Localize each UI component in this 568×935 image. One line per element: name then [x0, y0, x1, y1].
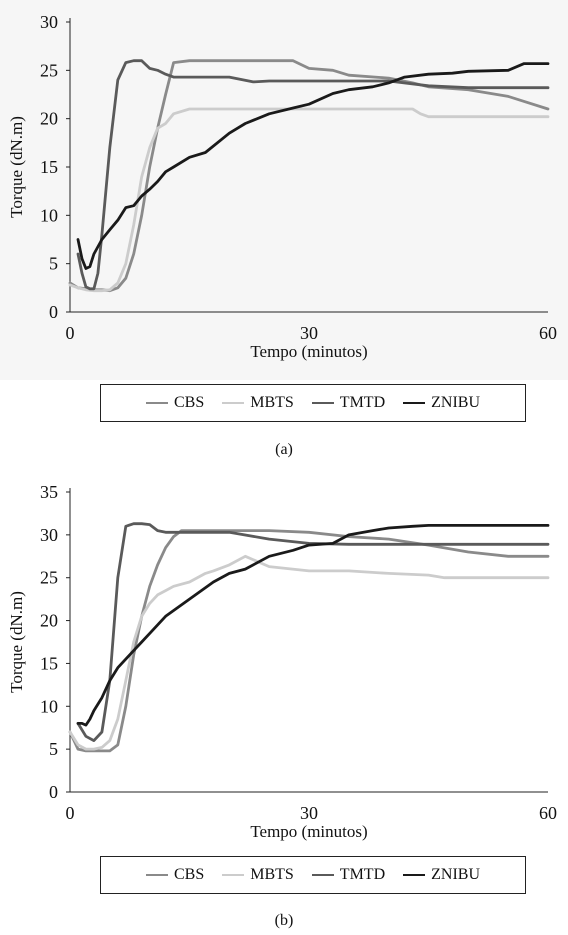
y-tick-label: 35	[40, 482, 58, 502]
legend-item-znibu: ZNIBU	[403, 394, 480, 412]
y-tick-label: 15	[40, 157, 58, 177]
x-tick-label: 60	[539, 803, 557, 823]
caption-b: (b)	[274, 912, 294, 929]
legend-a: CBS MBTS TMTD ZNIBU	[100, 384, 526, 422]
series-line-tmtd	[76, 59, 550, 291]
y-axis-label: Torque (dN.m)	[7, 116, 26, 218]
y-tick-label: 25	[40, 568, 58, 588]
legend-swatch-znibu	[403, 402, 426, 404]
legend-swatch-tmtd	[311, 874, 334, 876]
legend-label: ZNIBU	[431, 394, 481, 411]
y-tick-label: 5	[49, 254, 58, 274]
legend-swatch-tmtd	[311, 402, 334, 404]
legend-swatch-cbs	[145, 874, 168, 876]
chart-a: 0 5 10 15 20 25 30 0 30 60 Tempo (minutos) Torque (…	[7, 12, 557, 361]
legend-item-znibu: ZNIBU	[403, 866, 480, 884]
x-tick-label: 30	[300, 803, 318, 823]
legend-swatch-mbts	[222, 402, 245, 404]
legend-item-cbs: CBS	[145, 394, 205, 412]
x-tick-label: 60	[539, 323, 557, 343]
x-axis-label: Tempo (minutos)	[250, 342, 367, 361]
chart-a-background	[0, 0, 568, 380]
legend-label: TMTD	[339, 866, 386, 883]
y-axis-label: Torque (dN.m)	[7, 591, 26, 693]
y-tick-label: 5	[49, 739, 58, 759]
legend-item-mbts: MBTS	[222, 866, 294, 884]
y-tick-label: 10	[40, 696, 58, 716]
series-line-znibu	[76, 524, 550, 727]
legend-label: CBS	[173, 394, 205, 411]
legend-b: CBS MBTS TMTD ZNIBU	[100, 856, 526, 894]
y-tick-label: 0	[49, 302, 58, 322]
legend-label: TMTD	[339, 394, 386, 411]
y-tick-label: 15	[40, 653, 58, 673]
y-tick-label: 20	[40, 611, 58, 631]
legend-label: MBTS	[250, 866, 294, 883]
legend-item-tmtd: TMTD	[311, 866, 386, 884]
x-axis-label: Tempo (minutos)	[250, 822, 367, 841]
y-tick-label: 20	[40, 109, 58, 129]
legend-swatch-mbts	[222, 874, 245, 876]
legend-item-tmtd: TMTD	[311, 394, 386, 412]
series-line-mbts	[68, 107, 550, 293]
series-line-mbts	[68, 554, 550, 751]
legend-label: CBS	[173, 866, 205, 883]
legend-swatch-znibu	[403, 874, 426, 876]
series-line-znibu	[76, 62, 550, 270]
legend-label: MBTS	[250, 394, 294, 411]
y-tick-label: 25	[40, 60, 58, 80]
series-line-cbs	[68, 529, 550, 753]
x-tick-label: 30	[300, 323, 318, 343]
legend-label: ZNIBU	[431, 866, 481, 883]
y-tick-label: 10	[40, 205, 58, 225]
legend-item-mbts: MBTS	[222, 394, 294, 412]
y-tick-label: 30	[40, 12, 58, 32]
legend-swatch-cbs	[145, 402, 168, 404]
x-tick-label: 0	[66, 323, 75, 343]
legend-item-cbs: CBS	[145, 866, 205, 884]
figure-a: 0 5 10 15 20 25 30 0 30 60 Tempo (minutos) Torque (…	[0, 0, 568, 458]
y-tick-label: 30	[40, 525, 58, 545]
x-tick-label: 0	[66, 803, 75, 823]
chart-b: 0 5 10 15 20 25 30 35 0 30 60 Tempo (minutos) Torque…	[7, 482, 557, 841]
series-line-tmtd	[76, 522, 550, 743]
y-tick-label: 0	[49, 782, 58, 802]
figure-b: 0 5 10 15 20 25 30 35 0 30 60 Tempo (minutos) Torque…	[0, 480, 568, 935]
caption-a: (a)	[275, 441, 293, 458]
